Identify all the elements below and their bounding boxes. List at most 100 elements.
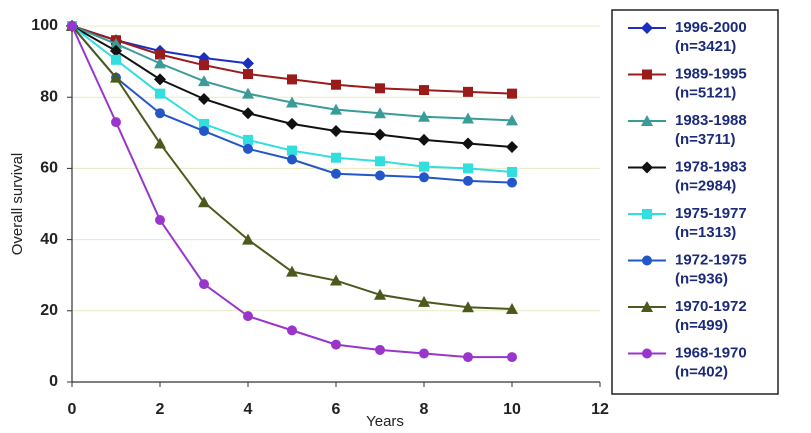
marker bbox=[506, 114, 518, 126]
marker bbox=[642, 69, 652, 80]
marker bbox=[199, 126, 209, 137]
marker bbox=[419, 85, 429, 96]
marker bbox=[462, 112, 474, 124]
marker bbox=[243, 134, 253, 145]
legend-label-line: (n=3711) bbox=[675, 131, 735, 148]
y-tick-label: 0 bbox=[49, 373, 58, 390]
marker bbox=[331, 79, 341, 90]
marker bbox=[110, 71, 122, 83]
marker bbox=[418, 110, 430, 122]
marker bbox=[374, 288, 386, 300]
marker bbox=[419, 348, 429, 359]
legend-label-line: (n=402) bbox=[675, 363, 728, 380]
marker bbox=[506, 303, 518, 315]
marker bbox=[419, 172, 429, 183]
marker bbox=[462, 301, 474, 313]
marker bbox=[641, 161, 653, 174]
marker bbox=[463, 86, 473, 97]
x-tick-label: 2 bbox=[156, 401, 165, 418]
legend-label-line: 1989-1995 bbox=[675, 65, 747, 82]
marker bbox=[154, 73, 166, 86]
marker bbox=[199, 60, 209, 71]
marker bbox=[374, 107, 386, 119]
legend-label-line: 1972-1975 bbox=[675, 251, 747, 268]
marker bbox=[155, 215, 165, 226]
legend-label: 1989-1995 (n=5121) bbox=[675, 65, 747, 101]
legend-label: 1983-1988 (n=3711) bbox=[675, 112, 747, 148]
x-tick-label: 10 bbox=[503, 401, 521, 418]
y-tick-label: 60 bbox=[40, 160, 58, 177]
marker bbox=[507, 177, 517, 188]
marker bbox=[242, 57, 254, 70]
marker bbox=[641, 115, 653, 126]
legend-label: 1972-1975 (n=936) bbox=[675, 251, 747, 287]
y-tick-label: 40 bbox=[40, 231, 58, 248]
marker bbox=[463, 352, 473, 363]
marker bbox=[462, 137, 474, 150]
legend-label-line: (n=936) bbox=[675, 270, 728, 287]
legend-label-line: (n=2984) bbox=[675, 177, 736, 194]
marker bbox=[419, 161, 429, 172]
marker bbox=[243, 143, 253, 154]
marker bbox=[242, 107, 254, 120]
marker bbox=[287, 145, 297, 156]
marker bbox=[418, 295, 430, 307]
marker bbox=[198, 92, 210, 105]
x-tick-label: 0 bbox=[68, 401, 77, 418]
marker bbox=[330, 125, 342, 138]
marker bbox=[198, 196, 210, 208]
marker bbox=[330, 274, 342, 286]
legend-label: 1975-1977 (n=1313) bbox=[675, 205, 747, 241]
legend-label-line: 1983-1988 bbox=[675, 112, 747, 129]
marker bbox=[155, 88, 165, 99]
marker bbox=[111, 54, 121, 65]
marker bbox=[418, 133, 430, 146]
marker bbox=[375, 344, 385, 355]
marker bbox=[110, 44, 122, 57]
legend-label-line: 1996-2000 bbox=[675, 19, 747, 36]
marker bbox=[463, 175, 473, 186]
marker bbox=[375, 83, 385, 94]
marker bbox=[154, 137, 166, 149]
marker bbox=[287, 74, 297, 85]
legend-label-line: (n=499) bbox=[675, 317, 728, 334]
legend-label-line: 1970-1972 bbox=[675, 298, 747, 315]
marker bbox=[641, 22, 653, 34]
marker bbox=[243, 311, 253, 322]
legend-label-line: (n=5121) bbox=[675, 84, 736, 101]
marker bbox=[642, 255, 652, 266]
marker bbox=[507, 166, 517, 177]
legend-label-line: 1975-1977 bbox=[675, 205, 747, 222]
x-tick-label: 6 bbox=[332, 401, 341, 418]
x-tick-label: 8 bbox=[420, 401, 429, 418]
marker bbox=[642, 348, 652, 359]
legend-label-line: 1978-1983 bbox=[675, 158, 747, 175]
y-axis-label: Overall survival bbox=[9, 153, 26, 256]
marker bbox=[242, 233, 254, 245]
marker bbox=[242, 87, 254, 99]
marker bbox=[67, 21, 77, 31]
y-tick-label: 80 bbox=[40, 88, 58, 105]
marker bbox=[286, 265, 298, 277]
marker bbox=[331, 168, 341, 179]
marker bbox=[198, 75, 210, 87]
legend-label-line: (n=3421) bbox=[675, 38, 736, 55]
legend-label: 1970-1972 (n=499) bbox=[675, 298, 747, 334]
marker bbox=[642, 209, 652, 219]
marker bbox=[286, 96, 298, 108]
x-axis-label: Years bbox=[366, 413, 404, 430]
marker bbox=[110, 37, 122, 49]
x-tick-label: 12 bbox=[591, 401, 609, 418]
marker bbox=[154, 57, 166, 69]
x-tick-label: 4 bbox=[244, 401, 253, 418]
marker bbox=[199, 279, 209, 290]
marker bbox=[330, 103, 342, 115]
marker bbox=[331, 339, 341, 350]
marker bbox=[155, 49, 165, 60]
marker bbox=[199, 118, 209, 129]
y-tick-label: 100 bbox=[31, 17, 58, 34]
legend-label: 1978-1983 (n=2984) bbox=[675, 158, 747, 194]
marker bbox=[243, 69, 253, 80]
marker bbox=[641, 301, 653, 312]
